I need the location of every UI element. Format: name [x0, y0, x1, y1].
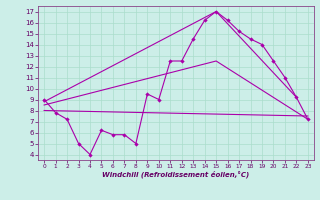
X-axis label: Windchill (Refroidissement éolien,°C): Windchill (Refroidissement éolien,°C) [102, 171, 250, 178]
